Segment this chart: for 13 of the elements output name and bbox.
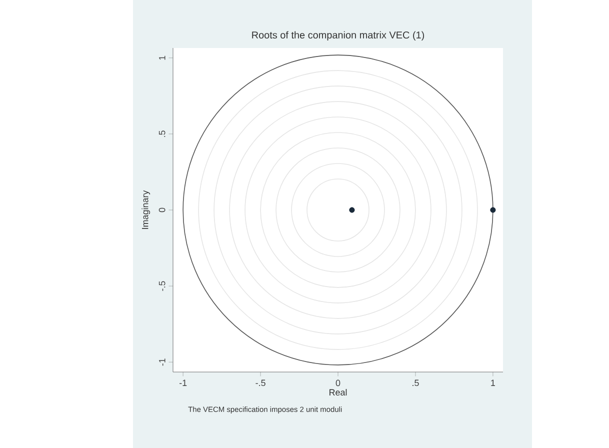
y-tick-label: .5 (158, 130, 166, 137)
y-axis-title: Imaginary (142, 190, 150, 229)
chart-title: Roots of the companion matrix VEC (1) (252, 31, 424, 40)
y-tick-label: 0 (158, 208, 166, 212)
x-axis-title: Real (330, 388, 347, 396)
x-tick-label: .5 (412, 380, 419, 386)
y-tick-label: 1 (159, 56, 166, 60)
x-tick-label: -1 (179, 380, 187, 386)
x-tick-label: 1 (491, 380, 495, 386)
y-tick-label: -.5 (158, 281, 166, 291)
x-tick-label: 0 (336, 380, 340, 386)
x-tick-label: -.5 (256, 380, 266, 386)
y-tick-label: -1 (159, 358, 166, 366)
